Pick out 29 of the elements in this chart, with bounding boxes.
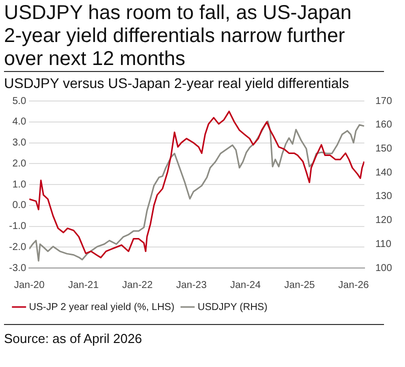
chart-title: USDJPY has room to fall, as US-Japan 2-year yield differentials narrow further over next 12 months bbox=[4, 0, 384, 72]
y2-tick-label: 160 bbox=[375, 120, 392, 131]
source-note: Source: as of April 2026 bbox=[4, 331, 144, 346]
y2-tick-label: 100 bbox=[375, 262, 392, 274]
chart-subtitle: USDJPY versus US-Japan 2-year real yield differentials bbox=[4, 74, 350, 92]
x-tick-label: Jan-21 bbox=[68, 280, 100, 291]
x-tick-label: Jan-22 bbox=[122, 280, 154, 291]
x-tick-label: Jan-24 bbox=[230, 280, 262, 291]
y-tick-label: 4.0 bbox=[12, 116, 27, 128]
x-tick-label: Jan-25 bbox=[284, 280, 316, 291]
y2-tick-label: 170 bbox=[375, 96, 392, 107]
y-tick-label: -1.0 bbox=[8, 221, 27, 232]
y2-tick-label: 130 bbox=[375, 191, 392, 202]
y-tick-label: 1.0 bbox=[12, 179, 27, 190]
y2-tick-label: 120 bbox=[375, 215, 392, 226]
y-tick-label: 5.0 bbox=[12, 96, 27, 107]
y2-tick-label: 110 bbox=[375, 238, 392, 250]
y-tick-label: -3.0 bbox=[8, 262, 27, 274]
y-tick-label: 2.0 bbox=[12, 158, 27, 170]
legend-label: USDJPY (RHS) bbox=[198, 302, 268, 313]
legend-label: US-JP 2 year real yield (%, LHS) bbox=[29, 302, 174, 313]
x-tick-label: Jan-20 bbox=[14, 280, 45, 291]
x-tick-label: Jan-26 bbox=[338, 280, 370, 291]
y-tick-label: 3.0 bbox=[12, 138, 27, 148]
x-tick-label: Jan-23 bbox=[176, 280, 208, 291]
y2-tick-label: 150 bbox=[375, 143, 392, 154]
y-tick-label: 0.0 bbox=[12, 200, 27, 212]
y2-tick-label: 140 bbox=[375, 167, 392, 178]
y-tick-label: -2.0 bbox=[8, 242, 27, 253]
